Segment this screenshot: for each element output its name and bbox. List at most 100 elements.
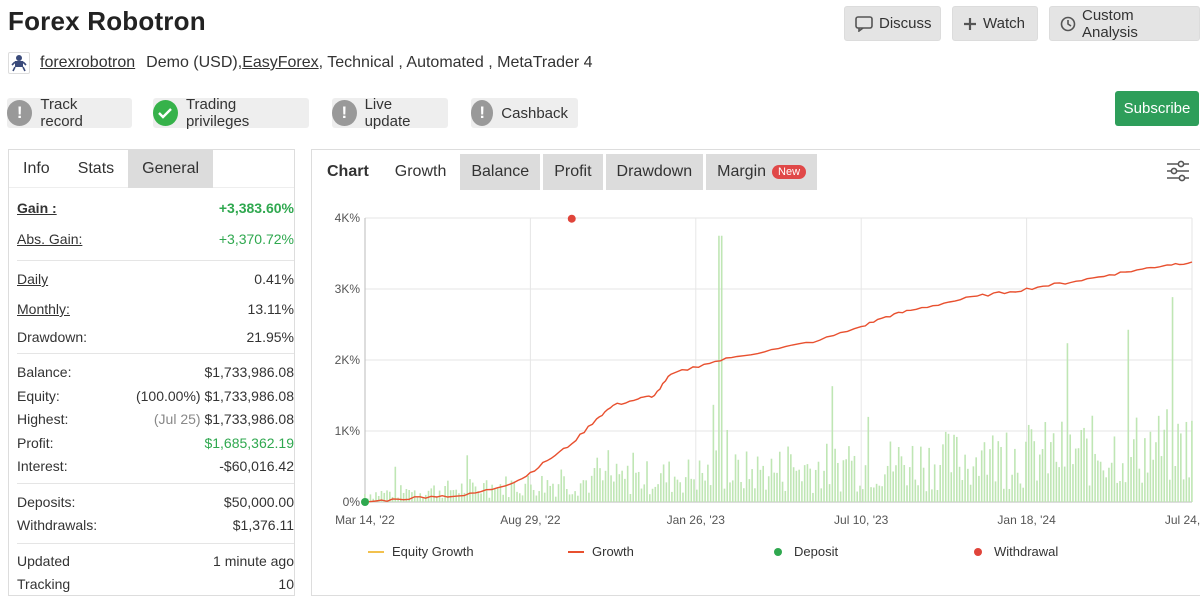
filter-settings-icon[interactable]	[1166, 160, 1190, 187]
activity-bar	[1105, 477, 1107, 502]
activity-bar	[1168, 479, 1171, 502]
owner-link[interactable]: forexrobotron	[40, 54, 136, 71]
tracking-value: 10	[278, 576, 294, 592]
robot-avatar-icon[interactable]	[8, 52, 30, 74]
activity-bar	[471, 482, 474, 502]
activity-bar	[1138, 468, 1141, 502]
activity-bar	[1033, 441, 1036, 502]
growth-chart[interactable]: 0% 1K% 2K% 3K% 4K% Mar 14, '22 Aug 29, '22 Jan …	[312, 150, 1200, 597]
cashback-badge[interactable]: ! Cashback	[471, 98, 578, 128]
legend-equity-growth[interactable]: Equity Growth	[368, 544, 474, 559]
activity-bar	[897, 447, 900, 502]
activity-bar	[552, 483, 554, 502]
activity-bar	[1163, 429, 1166, 502]
activity-bar	[383, 492, 386, 502]
x-tick-label: Jan 26, '23	[667, 513, 726, 527]
activity-bar	[1044, 422, 1047, 502]
activity-bar	[422, 497, 424, 502]
activity-bar	[626, 465, 629, 502]
activity-bar	[632, 452, 634, 502]
activity-bar	[394, 466, 397, 502]
tab-general[interactable]: General	[128, 150, 214, 188]
activity-bar	[809, 468, 812, 502]
updated-row: Updated 1 minute ago	[17, 553, 294, 569]
activity-bar	[850, 460, 853, 502]
activity-bar	[1050, 442, 1052, 502]
activity-bar	[654, 486, 657, 502]
updated-label: Updated	[17, 553, 70, 569]
comment-icon	[855, 15, 873, 32]
activity-bar	[931, 489, 933, 502]
activity-bar	[563, 476, 565, 502]
activity-bar	[1102, 470, 1105, 502]
tab-profit[interactable]: Profit	[543, 154, 603, 190]
activity-bar	[864, 465, 867, 502]
activity-bar	[477, 491, 480, 502]
legend-swatch	[568, 550, 584, 553]
activity-bar	[1030, 429, 1033, 502]
activity-bar	[1077, 448, 1080, 502]
activity-bar	[1069, 434, 1072, 502]
tab-info[interactable]: Info	[23, 160, 50, 177]
activity-bar	[682, 492, 684, 502]
activity-bar	[1074, 448, 1077, 502]
activity-bar	[820, 488, 823, 502]
activity-bar	[823, 470, 825, 502]
activity-bar	[411, 492, 413, 502]
activity-bar	[737, 459, 740, 502]
deposits-value: $50,000.00	[223, 494, 294, 510]
activity-bar	[615, 463, 618, 502]
track-record-badge[interactable]: ! Track record	[7, 96, 132, 130]
monthly-label[interactable]: Monthly:	[17, 301, 70, 317]
activity-bar	[1133, 439, 1135, 502]
activity-bar	[568, 494, 571, 502]
broker-link[interactable]: EasyForex	[242, 54, 319, 71]
activity-bar	[1113, 436, 1116, 502]
abs-gain-label[interactable]: Abs. Gain:	[17, 231, 83, 247]
activity-bar	[1188, 477, 1190, 502]
activity-bar	[1003, 488, 1005, 502]
gain-label[interactable]: Gain :	[17, 200, 57, 216]
activity-bar	[532, 489, 535, 502]
activity-bar	[1171, 297, 1174, 502]
activity-bar	[953, 434, 955, 502]
daily-row: Daily 0.41%	[17, 271, 294, 287]
custom-analysis-button[interactable]: Custom Analysis	[1049, 6, 1200, 41]
activity-bar	[928, 447, 930, 502]
daily-label[interactable]: Daily	[17, 271, 49, 287]
activity-bar	[1119, 481, 1121, 502]
x-tick-label: Jul 10, '23	[834, 513, 889, 527]
activity-bar	[474, 486, 477, 502]
activity-bar	[541, 475, 543, 502]
activity-bar	[925, 491, 928, 502]
tab-stats[interactable]: Stats	[77, 160, 115, 177]
subscribe-button[interactable]: Subscribe	[1115, 91, 1199, 126]
activity-bar	[1174, 466, 1177, 502]
tab-margin[interactable]: Margin New	[706, 154, 818, 190]
drawdown-value: 21.95%	[246, 329, 294, 345]
legend-label: Growth	[592, 544, 634, 559]
activity-bar	[914, 479, 917, 502]
activity-bar	[795, 470, 798, 502]
tab-balance[interactable]: Balance	[460, 154, 541, 190]
discuss-button[interactable]: Discuss	[844, 6, 941, 41]
live-update-badge[interactable]: ! Live update	[332, 96, 448, 130]
legend-growth[interactable]: Growth	[568, 544, 634, 559]
activity-bar	[488, 497, 491, 502]
trading-privileges-label: Trading privileges	[185, 96, 250, 130]
activity-bar	[1110, 462, 1113, 502]
deposit-point	[361, 498, 369, 506]
divider	[17, 260, 294, 261]
trading-privileges-badge[interactable]: Trading privileges	[153, 96, 309, 130]
activity-bar	[776, 472, 778, 502]
tab-drawdown[interactable]: Drawdown	[605, 154, 704, 190]
watch-button[interactable]: Watch	[952, 6, 1038, 41]
activity-bar	[571, 494, 574, 502]
profit-value: $1,685,362.19	[204, 435, 294, 451]
activity-bar	[848, 446, 850, 502]
tab-growth[interactable]: Growth	[394, 163, 447, 180]
highest-label: Highest:	[17, 411, 69, 427]
activity-bar	[637, 471, 640, 502]
legend-deposit[interactable]: Deposit	[774, 544, 838, 559]
legend-withdrawal[interactable]: Withdrawal	[974, 544, 1058, 559]
